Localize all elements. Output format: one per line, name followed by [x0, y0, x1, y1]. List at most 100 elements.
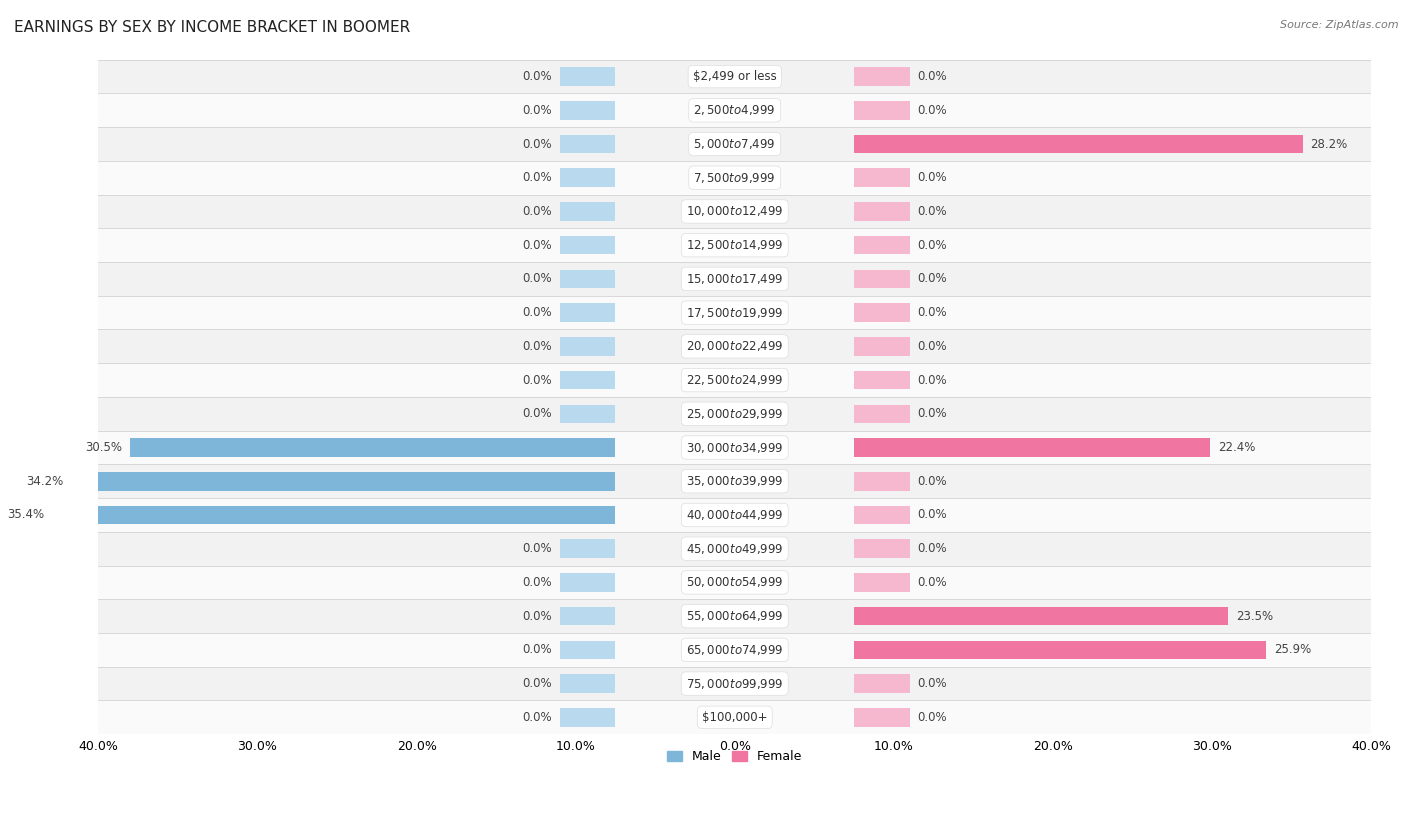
Bar — [98, 532, 1371, 566]
Text: $2,499 or less: $2,499 or less — [693, 70, 776, 83]
Bar — [853, 303, 910, 322]
Text: $40,000 to $44,999: $40,000 to $44,999 — [686, 508, 783, 522]
Text: 0.0%: 0.0% — [918, 340, 948, 353]
Bar — [98, 93, 1371, 127]
Bar — [853, 674, 910, 693]
Bar — [98, 667, 1371, 701]
Text: EARNINGS BY SEX BY INCOME BRACKET IN BOOMER: EARNINGS BY SEX BY INCOME BRACKET IN BOO… — [14, 20, 411, 35]
Text: 28.2%: 28.2% — [1310, 137, 1348, 150]
Bar — [560, 236, 616, 254]
Text: 0.0%: 0.0% — [918, 677, 948, 690]
Text: $35,000 to $39,999: $35,000 to $39,999 — [686, 474, 783, 489]
Bar — [560, 708, 616, 727]
Bar — [853, 708, 910, 727]
Bar — [98, 194, 1371, 228]
Bar — [853, 67, 910, 86]
Legend: Male, Female: Male, Female — [662, 746, 807, 768]
Text: 0.0%: 0.0% — [918, 272, 948, 285]
Text: 0.0%: 0.0% — [522, 610, 551, 623]
Text: 0.0%: 0.0% — [522, 576, 551, 589]
Bar — [853, 202, 910, 221]
Text: 0.0%: 0.0% — [522, 205, 551, 218]
Text: 0.0%: 0.0% — [522, 172, 551, 185]
Text: 22.4%: 22.4% — [1219, 441, 1256, 454]
Bar — [853, 606, 1227, 625]
Text: 30.5%: 30.5% — [86, 441, 122, 454]
Text: $12,500 to $14,999: $12,500 to $14,999 — [686, 238, 783, 252]
Text: 0.0%: 0.0% — [522, 340, 551, 353]
Text: $5,000 to $7,499: $5,000 to $7,499 — [693, 137, 776, 151]
Bar — [560, 303, 616, 322]
Bar — [98, 59, 1371, 93]
Text: 35.4%: 35.4% — [7, 508, 45, 521]
Bar — [853, 337, 910, 355]
Text: $22,500 to $24,999: $22,500 to $24,999 — [686, 373, 783, 387]
Text: 0.0%: 0.0% — [522, 374, 551, 386]
Text: 0.0%: 0.0% — [918, 205, 948, 218]
Text: 0.0%: 0.0% — [522, 239, 551, 252]
Bar — [98, 228, 1371, 262]
Bar — [853, 405, 910, 423]
Text: 0.0%: 0.0% — [522, 104, 551, 117]
Bar — [98, 431, 1371, 464]
Bar — [98, 464, 1371, 498]
Bar — [560, 168, 616, 187]
Bar — [52, 506, 616, 524]
Bar — [560, 674, 616, 693]
Bar — [98, 262, 1371, 296]
Bar — [560, 606, 616, 625]
Text: $25,000 to $29,999: $25,000 to $29,999 — [686, 406, 783, 421]
Bar — [853, 539, 910, 558]
Bar — [560, 573, 616, 592]
Bar — [98, 599, 1371, 633]
Text: 23.5%: 23.5% — [1236, 610, 1272, 623]
Bar — [98, 566, 1371, 599]
Bar — [853, 506, 910, 524]
Bar — [98, 397, 1371, 431]
Text: 34.2%: 34.2% — [27, 475, 63, 488]
Text: 0.0%: 0.0% — [918, 542, 948, 555]
Text: $55,000 to $64,999: $55,000 to $64,999 — [686, 609, 783, 623]
Bar — [853, 168, 910, 187]
Bar — [560, 135, 616, 154]
Bar — [853, 641, 1265, 659]
Text: $30,000 to $34,999: $30,000 to $34,999 — [686, 441, 783, 454]
Bar — [853, 438, 1211, 457]
Bar — [560, 405, 616, 423]
Text: 0.0%: 0.0% — [918, 508, 948, 521]
Bar — [560, 641, 616, 659]
Text: 0.0%: 0.0% — [918, 172, 948, 185]
Text: $65,000 to $74,999: $65,000 to $74,999 — [686, 643, 783, 657]
Text: 0.0%: 0.0% — [918, 70, 948, 83]
Bar — [98, 296, 1371, 329]
Text: $7,500 to $9,999: $7,500 to $9,999 — [693, 171, 776, 185]
Bar — [98, 498, 1371, 532]
Bar — [98, 127, 1371, 161]
Bar — [560, 371, 616, 389]
Bar — [853, 270, 910, 288]
Bar — [98, 363, 1371, 397]
Text: $50,000 to $54,999: $50,000 to $54,999 — [686, 576, 783, 589]
Text: 0.0%: 0.0% — [918, 407, 948, 420]
Bar — [72, 472, 616, 490]
Text: 0.0%: 0.0% — [522, 677, 551, 690]
Text: 0.0%: 0.0% — [522, 307, 551, 320]
Text: 0.0%: 0.0% — [522, 542, 551, 555]
Text: 0.0%: 0.0% — [522, 407, 551, 420]
Text: $75,000 to $99,999: $75,000 to $99,999 — [686, 676, 783, 690]
Text: 0.0%: 0.0% — [522, 272, 551, 285]
Bar — [853, 371, 910, 389]
Bar — [853, 472, 910, 490]
Text: 0.0%: 0.0% — [522, 137, 551, 150]
Bar — [560, 67, 616, 86]
Bar — [560, 202, 616, 221]
Text: 0.0%: 0.0% — [918, 239, 948, 252]
Text: $17,500 to $19,999: $17,500 to $19,999 — [686, 306, 783, 320]
Text: $45,000 to $49,999: $45,000 to $49,999 — [686, 541, 783, 556]
Text: $15,000 to $17,499: $15,000 to $17,499 — [686, 272, 783, 286]
Text: 0.0%: 0.0% — [918, 711, 948, 724]
Bar — [853, 101, 910, 120]
Text: 0.0%: 0.0% — [918, 104, 948, 117]
Text: 0.0%: 0.0% — [918, 576, 948, 589]
Bar — [560, 337, 616, 355]
